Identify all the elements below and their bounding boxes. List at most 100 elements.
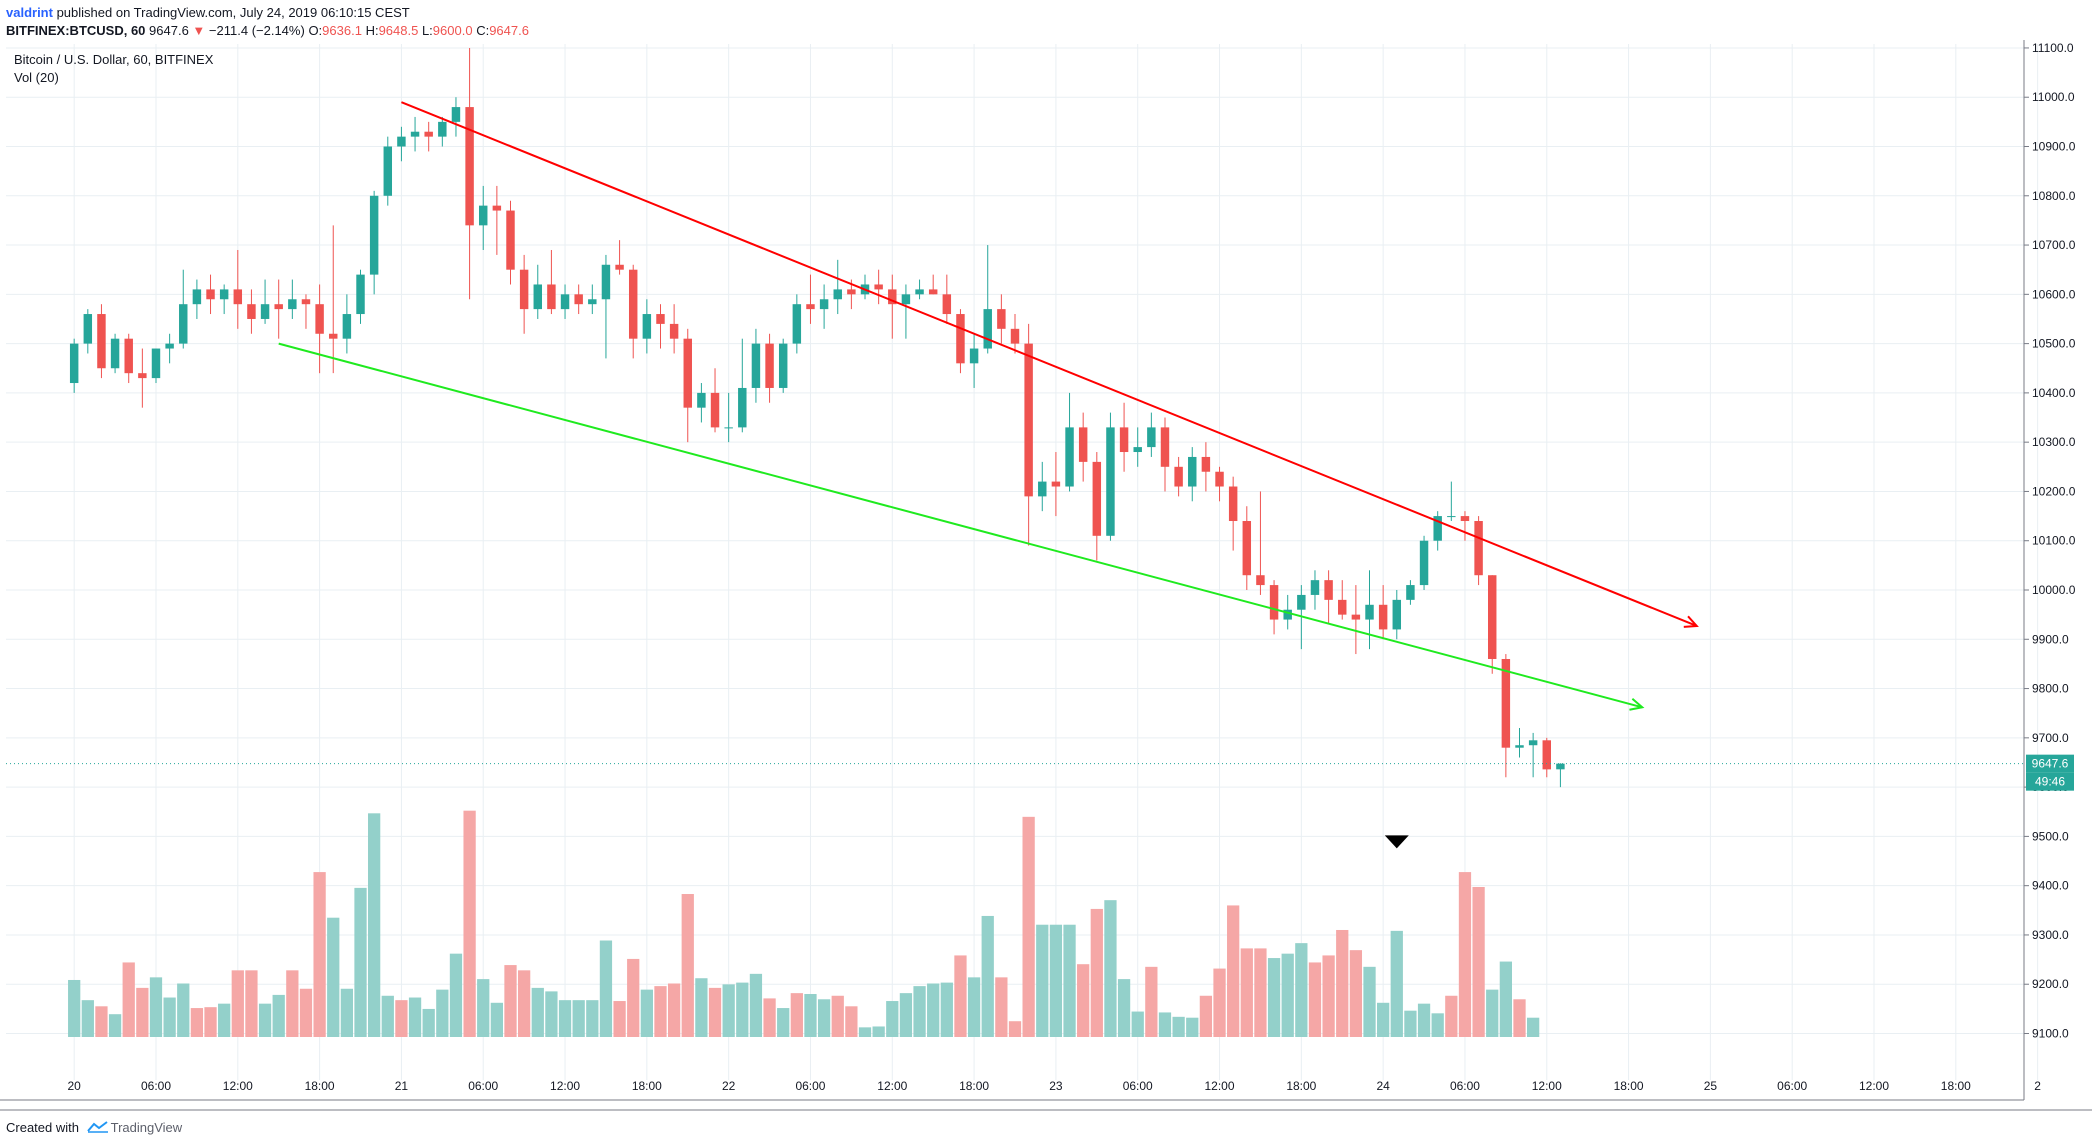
y-tick-label: 10700.0 (2032, 238, 2076, 252)
x-tick-label: 18:00 (1286, 1079, 1316, 1093)
candle-body (533, 284, 542, 310)
candle-body (1133, 447, 1142, 453)
candle-body (928, 289, 938, 295)
tradingview-brand[interactable]: TradingView (110, 1120, 183, 1135)
volume-bar (981, 915, 994, 1037)
volume-bar (463, 810, 476, 1037)
candle-body (833, 289, 842, 300)
x-tick-label: 18:00 (632, 1079, 662, 1093)
volume-bar (790, 993, 803, 1037)
volume-bar (1513, 999, 1526, 1037)
author-link[interactable]: valdrint (6, 5, 53, 20)
candle-body (683, 338, 692, 408)
y-tick-label: 9900.0 (2032, 632, 2069, 646)
volume-bar (967, 977, 981, 1037)
x-tick-label: 12:00 (877, 1079, 907, 1093)
candle-body (219, 289, 229, 300)
candle-body (356, 274, 365, 315)
volume-bar (899, 993, 913, 1037)
volume-bar (1049, 924, 1063, 1037)
volume-bar (1254, 948, 1267, 1037)
candle-body (506, 210, 515, 270)
volume-bar (149, 977, 163, 1037)
candle-body (369, 195, 379, 275)
candle-body (874, 284, 883, 290)
countdown-label: 49:46 (2035, 775, 2065, 789)
candle-body (1351, 614, 1361, 620)
y-tick-label: 10400.0 (2032, 386, 2076, 400)
volume-bar (408, 997, 422, 1037)
volume-bar (1322, 955, 1335, 1037)
legend-title: Bitcoin / U.S. Dollar, 60, BITFINEX (14, 52, 214, 67)
candle-body (465, 107, 474, 226)
candle-body (792, 304, 802, 344)
candle-body (1106, 427, 1115, 536)
x-tick-label: 18:00 (1614, 1079, 1644, 1093)
volume-bar (1117, 979, 1131, 1037)
volume-bar (872, 1026, 885, 1037)
candle-body (1201, 456, 1211, 472)
candle-body (179, 304, 188, 344)
candle-body (315, 304, 324, 334)
ohlc-line: BITFINEX:BTCUSD, 60 9647.6 ▼ −211.4 (−2.… (6, 21, 529, 41)
candle-body (274, 304, 283, 310)
x-tick-label: 12:00 (1532, 1079, 1562, 1093)
volume-bar (1063, 924, 1076, 1037)
volume-bar (299, 988, 313, 1037)
candle-body (1092, 461, 1102, 536)
volume-bar (831, 995, 844, 1037)
close-label: C: (476, 23, 490, 38)
down-arrow-marker-icon (1384, 835, 1409, 849)
candle-body (97, 314, 106, 369)
volume-bar (586, 1000, 599, 1037)
candle-body (192, 289, 202, 305)
volume-bar (422, 1008, 435, 1037)
candle-body (83, 314, 93, 344)
published-text: published on TradingView.com, July 24, 2… (52, 5, 410, 20)
candle-body (1147, 427, 1156, 448)
volume-bar (1267, 958, 1281, 1037)
y-tick-label: 10300.0 (2032, 435, 2076, 449)
volume-bar (804, 994, 817, 1037)
candle-body (1501, 658, 1511, 748)
x-tick-label: 18:00 (959, 1079, 989, 1093)
candle-body (942, 294, 952, 315)
volume-bar (1499, 961, 1513, 1037)
volume-bar (1281, 953, 1294, 1037)
volume-bar (940, 982, 953, 1037)
candle-body (438, 121, 447, 137)
candle-body (656, 314, 665, 324)
y-tick-label: 10200.0 (2032, 484, 2076, 498)
volume-bar (395, 1000, 408, 1037)
volume-bar (313, 872, 326, 1037)
candle-body (383, 146, 393, 196)
volume-bar (708, 987, 722, 1037)
volume-bar (913, 986, 926, 1037)
volume-bar (1363, 966, 1376, 1037)
volume-bar (845, 1006, 858, 1037)
candle-body (642, 314, 652, 339)
candle-body (956, 314, 965, 364)
candle-body (1078, 427, 1088, 462)
volume-bar (327, 917, 340, 1037)
volume-bar (1077, 964, 1090, 1037)
candle-body (479, 205, 488, 226)
candle-body (588, 299, 597, 305)
volume-bar (1390, 930, 1403, 1037)
volume-bar (654, 986, 667, 1037)
x-tick-label: 12:00 (1859, 1079, 1889, 1093)
candle-body (738, 387, 747, 428)
price-chart[interactable]: 11100.0 11000.0 10900.0 10800.0 10700.0 10600… (0, 40, 2092, 1115)
candle-body (601, 264, 611, 300)
footer: Created with TradingView (6, 1118, 182, 1139)
candle-body (206, 289, 215, 300)
candle-body (247, 304, 256, 319)
candle-body (1119, 427, 1129, 453)
candle-body (915, 289, 924, 295)
candle-body (492, 205, 502, 211)
candle-body (560, 294, 570, 310)
candle-body (997, 309, 1006, 329)
candle-body (301, 299, 311, 305)
candle-body (1256, 575, 1265, 586)
candle-body (983, 309, 992, 349)
